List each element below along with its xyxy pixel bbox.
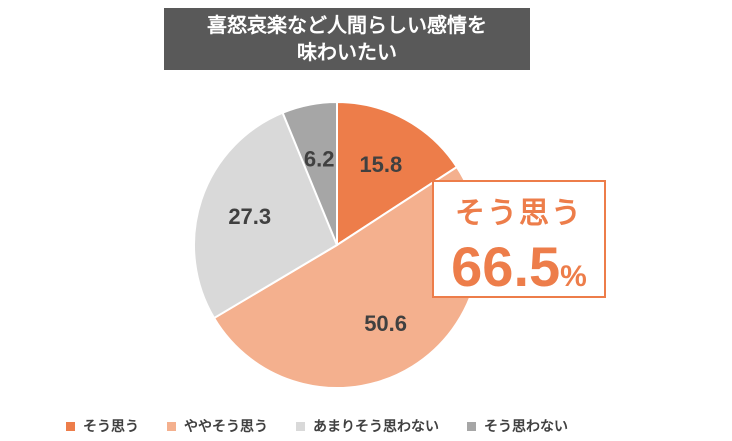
chart-legend: そう思う ややそう思う あまりそう思わない そう思わない — [66, 416, 596, 436]
chart-title-line2: 味わいたい — [297, 40, 397, 64]
legend-item: ややそう思う — [167, 416, 268, 436]
slice-data-label: 27.3 — [228, 204, 271, 229]
pie-slice — [336, 100, 459, 247]
slice-data-label: 6.2 — [304, 147, 335, 172]
legend-label: ややそう思う — [184, 419, 268, 435]
chart-title: 喜怒哀楽など人間らしい感情を 味わいたい — [164, 8, 530, 70]
legend-swatch — [296, 421, 305, 431]
legend-swatch — [167, 421, 176, 431]
slice-data-label: 15.8 — [359, 152, 402, 177]
callout-value-group: 66.5% — [434, 234, 604, 299]
summary-callout: そう思う 66.5% — [432, 180, 606, 298]
legend-item: あまりそう思わない — [296, 416, 439, 436]
legend-swatch — [66, 421, 75, 431]
pie-slice — [281, 100, 338, 246]
legend-label: そう思わない — [484, 419, 568, 435]
legend-label: そう思う — [83, 419, 139, 435]
slice-data-label: 50.6 — [364, 311, 407, 336]
legend-swatch — [467, 421, 476, 431]
chart-title-line1: 喜怒哀楽など人間らしい感情を — [207, 13, 487, 37]
callout-value: 66.5 — [451, 235, 561, 298]
pie-slice — [193, 111, 339, 320]
legend-label: あまりそう思わない — [313, 419, 439, 435]
legend-item: そう思う — [66, 416, 139, 436]
callout-unit: % — [560, 260, 587, 293]
legend-item: そう思わない — [467, 416, 568, 436]
callout-label: そう思う — [455, 196, 583, 231]
